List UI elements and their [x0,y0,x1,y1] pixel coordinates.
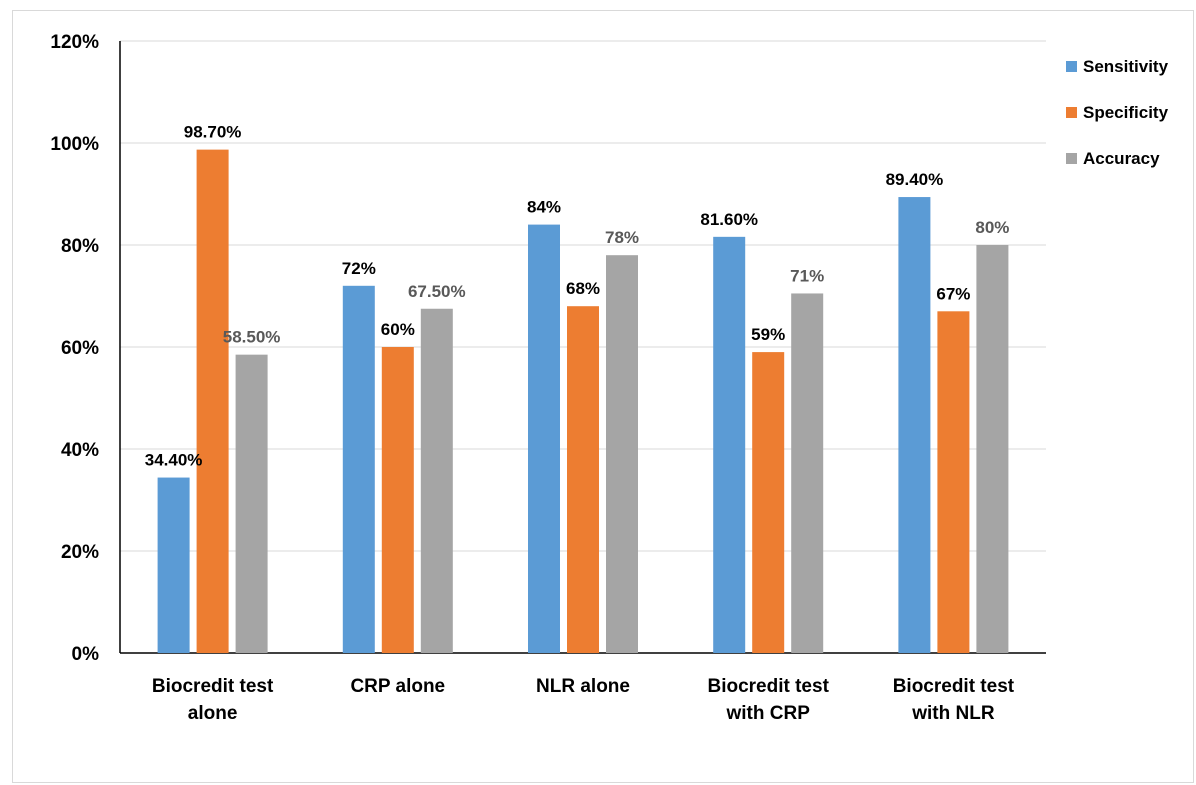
gridlines [120,40,1046,552]
bar-specificity [381,347,414,653]
x-category-label: alone [188,703,238,724]
bar-accuracy [791,293,824,653]
x-category-label: CRP alone [350,676,445,697]
x-category-label: with NLR [911,703,995,724]
data-label: 71% [790,266,824,285]
bar-specificity [752,352,785,653]
bar-sensitivity [528,224,560,653]
bar-accuracy [420,308,453,653]
bar-accuracy [606,255,638,653]
y-tick-label: 60% [61,338,99,359]
bar-accuracy [976,245,1009,653]
data-label: 72% [342,259,376,278]
bar-sensitivity [898,197,931,653]
axes: 0% 20% 40% 60% 80% 100% 120% Biocredit test alon… [50,32,1046,724]
bar-accuracy [235,354,268,653]
legend-swatch-specificity [1066,107,1077,118]
legend-swatch-accuracy [1066,153,1077,164]
data-label: 60% [381,320,415,339]
data-label: 80% [975,218,1009,237]
bar-sensitivity [342,285,375,653]
bar-specificity [567,306,599,653]
data-label: 58.50% [223,328,281,347]
x-category-label: Biocredit test [152,676,274,697]
data-label: 81.60% [700,210,758,229]
legend: Sensitivity Specificity Accuracy [1066,57,1169,168]
data-label: 67% [936,284,970,303]
bars [157,149,1009,653]
x-category-label: Biocredit test [707,676,829,697]
legend-label-specificity: Specificity [1083,103,1169,122]
data-label: 78% [605,228,639,247]
legend-label-sensitivity: Sensitivity [1083,57,1169,76]
bar-specificity [196,149,229,653]
data-label: 98.70% [184,123,242,142]
bar-specificity [937,311,970,653]
data-labels: 34.40% 98.70% 58.50% 72% 60% 67.50% 84% 68% 78% 8… [145,123,1010,470]
legend-label-accuracy: Accuracy [1083,149,1160,168]
x-category-label: NLR alone [536,676,630,697]
data-label: 34.40% [145,451,203,470]
data-label: 67.50% [408,282,466,301]
x-category-label: with CRP [726,703,811,724]
y-tick-label: 80% [61,236,99,257]
bar-sensitivity [713,236,746,653]
data-label: 84% [527,198,561,217]
y-tick-label: 120% [50,32,99,53]
data-label: 89.40% [886,170,944,189]
data-label: 68% [566,279,600,298]
bar-sensitivity [157,477,190,653]
legend-swatch-sensitivity [1066,61,1077,72]
y-tick-label: 40% [61,440,99,461]
x-category-label: Biocredit test [893,676,1015,697]
data-label: 59% [751,325,785,344]
y-tick-label: 0% [72,644,100,665]
y-tick-label: 20% [61,542,99,563]
y-tick-label: 100% [50,134,99,155]
